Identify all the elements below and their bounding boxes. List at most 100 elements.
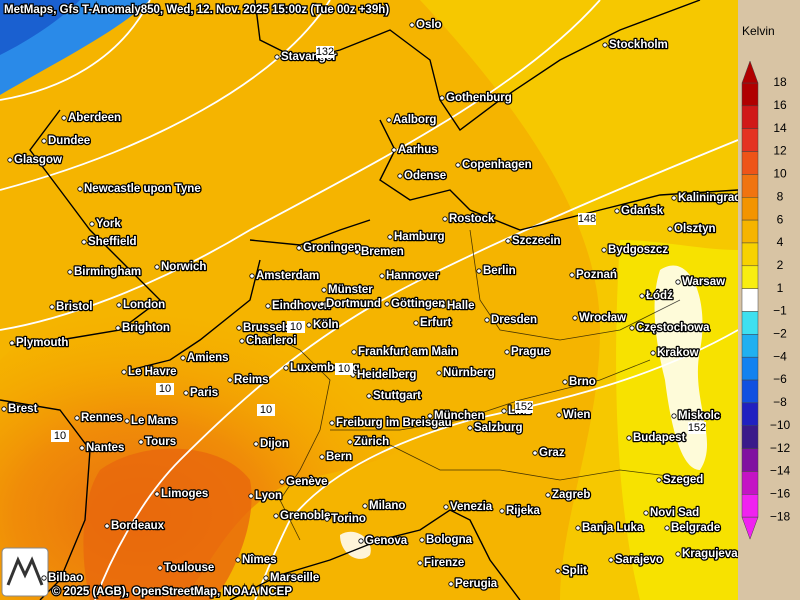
city-dot (476, 268, 482, 274)
legend-swatch (741, 311, 759, 335)
city-label: Frankfurt am Main (358, 346, 458, 358)
city-label: Limoges (161, 488, 208, 500)
city-label: Nîmes (242, 554, 277, 566)
contour-label-bg (578, 213, 596, 225)
city-label: Wrocław (579, 312, 626, 324)
city-label: Newcastle upon Tyne (84, 183, 201, 195)
city-label: Kaliningrad (678, 192, 741, 204)
city-dot (671, 195, 677, 201)
city-dot (306, 322, 312, 328)
city-dot (575, 525, 581, 531)
city-label: Münster (328, 284, 373, 296)
city-label: Venezia (450, 501, 493, 513)
contour-label: 10 (159, 383, 171, 395)
city-label: Dundee (48, 135, 90, 147)
city-label: Rijeka (506, 505, 540, 517)
city-label: Banja Luka (582, 522, 644, 534)
city-dot (41, 575, 47, 581)
isolines (0, 0, 739, 600)
legend-arrow-bottom (741, 516, 759, 540)
city-dot (409, 22, 415, 28)
city-label: Prague (511, 346, 550, 358)
city-dot (439, 95, 445, 101)
city-label: Paris (190, 387, 218, 399)
city-dot (115, 325, 121, 331)
city-label: Aberdeen (68, 112, 121, 124)
city-label: Perugia (455, 578, 498, 590)
city-dot (572, 315, 578, 321)
legend-swatch (741, 471, 759, 495)
city-dot (154, 264, 160, 270)
city-dot (49, 304, 55, 310)
city-label: Gdańsk (621, 205, 664, 217)
city-dot (664, 525, 670, 531)
city-dot (602, 42, 608, 48)
city-dot (391, 147, 397, 153)
city-dot (443, 504, 449, 510)
legend-swatch (741, 242, 759, 267)
legend-swatch (741, 402, 759, 426)
city-dot (227, 377, 233, 383)
city-label: Göttingen (391, 298, 445, 310)
city-dot (448, 581, 454, 587)
legend-swatch (741, 288, 759, 312)
city-label: Groningen (303, 242, 361, 254)
contour-label: 10 (260, 404, 272, 416)
legend-swatch (741, 197, 759, 221)
city-dot (505, 238, 511, 244)
city-label: Le Mans (131, 415, 177, 427)
city-dot (608, 557, 614, 563)
city-dot (321, 287, 327, 293)
city-label: Salzburg (474, 422, 523, 434)
city-label: Olsztyn (674, 223, 716, 235)
city-dot (362, 503, 368, 509)
city-label: London (123, 299, 165, 311)
legend-swatch (741, 425, 759, 449)
city-label: Dresden (491, 314, 537, 326)
contour-label-bg (515, 401, 533, 413)
city-dot (626, 435, 632, 441)
legend-swatch (741, 128, 759, 152)
legend-swatch (741, 151, 759, 175)
contour-label: 132 (316, 46, 334, 58)
city-dot (279, 479, 285, 485)
legend-swatch (741, 334, 759, 358)
city-dot (601, 247, 607, 253)
city-dot (442, 216, 448, 222)
city-label: Firenze (424, 557, 464, 569)
legend-label: −12 (770, 441, 791, 455)
city-dot (351, 349, 357, 355)
city-dot (180, 355, 186, 361)
city-dot (556, 412, 562, 418)
city-label: Brno (569, 376, 596, 388)
city-dot (643, 510, 649, 516)
contour-label-bg (257, 404, 275, 416)
city-label: Sheffield (88, 236, 137, 248)
city-label: Tours (145, 436, 176, 448)
legend-swatch (741, 379, 759, 404)
attribution: © 2025 (AGB), OpenStreetMap, NOAA NCEP (52, 586, 292, 598)
city-label: Norwich (161, 261, 206, 273)
legend: Kelvin 18 16 14 12 10 8 6 4 2 1 −1 −2 −4 −6 −8 −10 −12 −1… (738, 0, 800, 600)
city-dot (79, 445, 85, 451)
city-label: Poznań (576, 269, 617, 281)
contour-labels: 132 148 10 10 10 10 10 152 152 (51, 46, 706, 442)
city-dot (614, 208, 620, 214)
city-label: Split (562, 565, 587, 577)
city-dot (329, 420, 335, 426)
city-label: Hamburg (394, 231, 444, 243)
contour-label-bg (335, 363, 353, 375)
legend-label: −16 (770, 486, 791, 500)
city-dot (274, 54, 280, 60)
city-dot (667, 226, 673, 232)
contour-label-bg (316, 46, 334, 58)
city-label: Toulouse (164, 562, 214, 574)
city-label: Bilbao (48, 572, 83, 584)
city-dot (545, 492, 551, 498)
city-label: Brest (8, 403, 38, 415)
legend-swatch (741, 219, 759, 244)
legend-label: 12 (773, 144, 787, 158)
legend-swatch (741, 174, 759, 198)
city-dot (61, 115, 67, 121)
city-label: Brighton (122, 322, 170, 334)
